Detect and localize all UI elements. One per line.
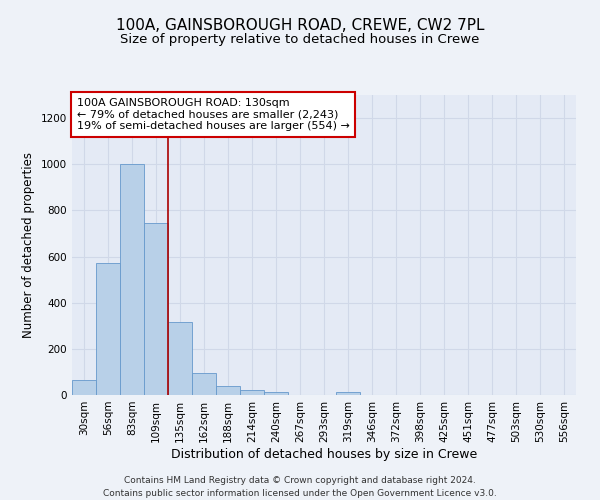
Bar [72, 380, 96, 395]
Bar [120, 164, 144, 395]
Bar [264, 392, 288, 395]
Y-axis label: Number of detached properties: Number of detached properties [22, 152, 35, 338]
Text: Size of property relative to detached houses in Crewe: Size of property relative to detached ho… [121, 32, 479, 46]
X-axis label: Distribution of detached houses by size in Crewe: Distribution of detached houses by size … [171, 448, 477, 460]
Bar [192, 373, 216, 395]
Text: Contains HM Land Registry data © Crown copyright and database right 2024.
Contai: Contains HM Land Registry data © Crown c… [103, 476, 497, 498]
Text: 100A, GAINSBOROUGH ROAD, CREWE, CW2 7PL: 100A, GAINSBOROUGH ROAD, CREWE, CW2 7PL [116, 18, 484, 32]
Text: 100A GAINSBOROUGH ROAD: 130sqm
← 79% of detached houses are smaller (2,243)
19% : 100A GAINSBOROUGH ROAD: 130sqm ← 79% of … [77, 98, 350, 131]
Bar [240, 390, 264, 395]
Bar [144, 223, 168, 395]
Bar [168, 322, 192, 395]
Bar [216, 386, 240, 395]
Bar [96, 264, 120, 395]
Bar [336, 392, 360, 395]
